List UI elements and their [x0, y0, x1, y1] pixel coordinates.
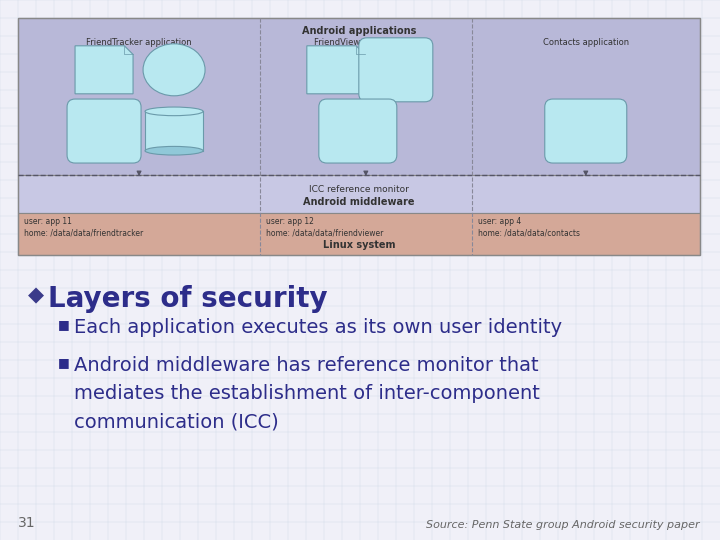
Text: Source: Penn State group Android security paper: Source: Penn State group Android securit… — [426, 520, 700, 530]
Ellipse shape — [143, 44, 205, 96]
Bar — [18, 213, 700, 255]
Text: user: app 12
home: /data/data/friendviewer: user: app 12 home: /data/data/friendview… — [266, 217, 384, 238]
Polygon shape — [75, 46, 133, 94]
Text: Each application executes as its own user identity: Each application executes as its own use… — [74, 318, 562, 337]
Text: user: app 4
home: /data/data/contacts: user: app 4 home: /data/data/contacts — [477, 217, 580, 238]
Ellipse shape — [145, 146, 203, 155]
Polygon shape — [307, 46, 365, 94]
Text: FriendTracker application: FriendTracker application — [86, 38, 192, 47]
Text: 31: 31 — [18, 516, 35, 530]
FancyBboxPatch shape — [67, 99, 141, 163]
Bar — [18, 18, 700, 255]
Text: Contacts application: Contacts application — [543, 38, 629, 47]
FancyBboxPatch shape — [545, 99, 627, 163]
Text: FriendViewer application: FriendViewer application — [314, 38, 418, 47]
Text: Layers of security: Layers of security — [48, 285, 328, 313]
Ellipse shape — [145, 107, 203, 116]
Bar — [145, 111, 203, 151]
Text: ◆: ◆ — [28, 285, 44, 305]
Text: Linux system: Linux system — [323, 240, 395, 250]
FancyBboxPatch shape — [319, 99, 397, 163]
Text: ■: ■ — [58, 356, 70, 369]
Text: ■: ■ — [58, 318, 70, 331]
Text: ICC reference monitor: ICC reference monitor — [309, 185, 409, 193]
Bar — [18, 175, 700, 213]
FancyBboxPatch shape — [359, 38, 433, 102]
Text: Android middleware: Android middleware — [303, 197, 415, 207]
Text: user: app 11
home: /data/data/friendtracker: user: app 11 home: /data/data/friendtrac… — [24, 217, 143, 238]
Bar — [18, 18, 700, 175]
Text: Android applications: Android applications — [302, 26, 416, 36]
Text: Android middleware has reference monitor that
mediates the establishment of inte: Android middleware has reference monitor… — [74, 356, 540, 431]
